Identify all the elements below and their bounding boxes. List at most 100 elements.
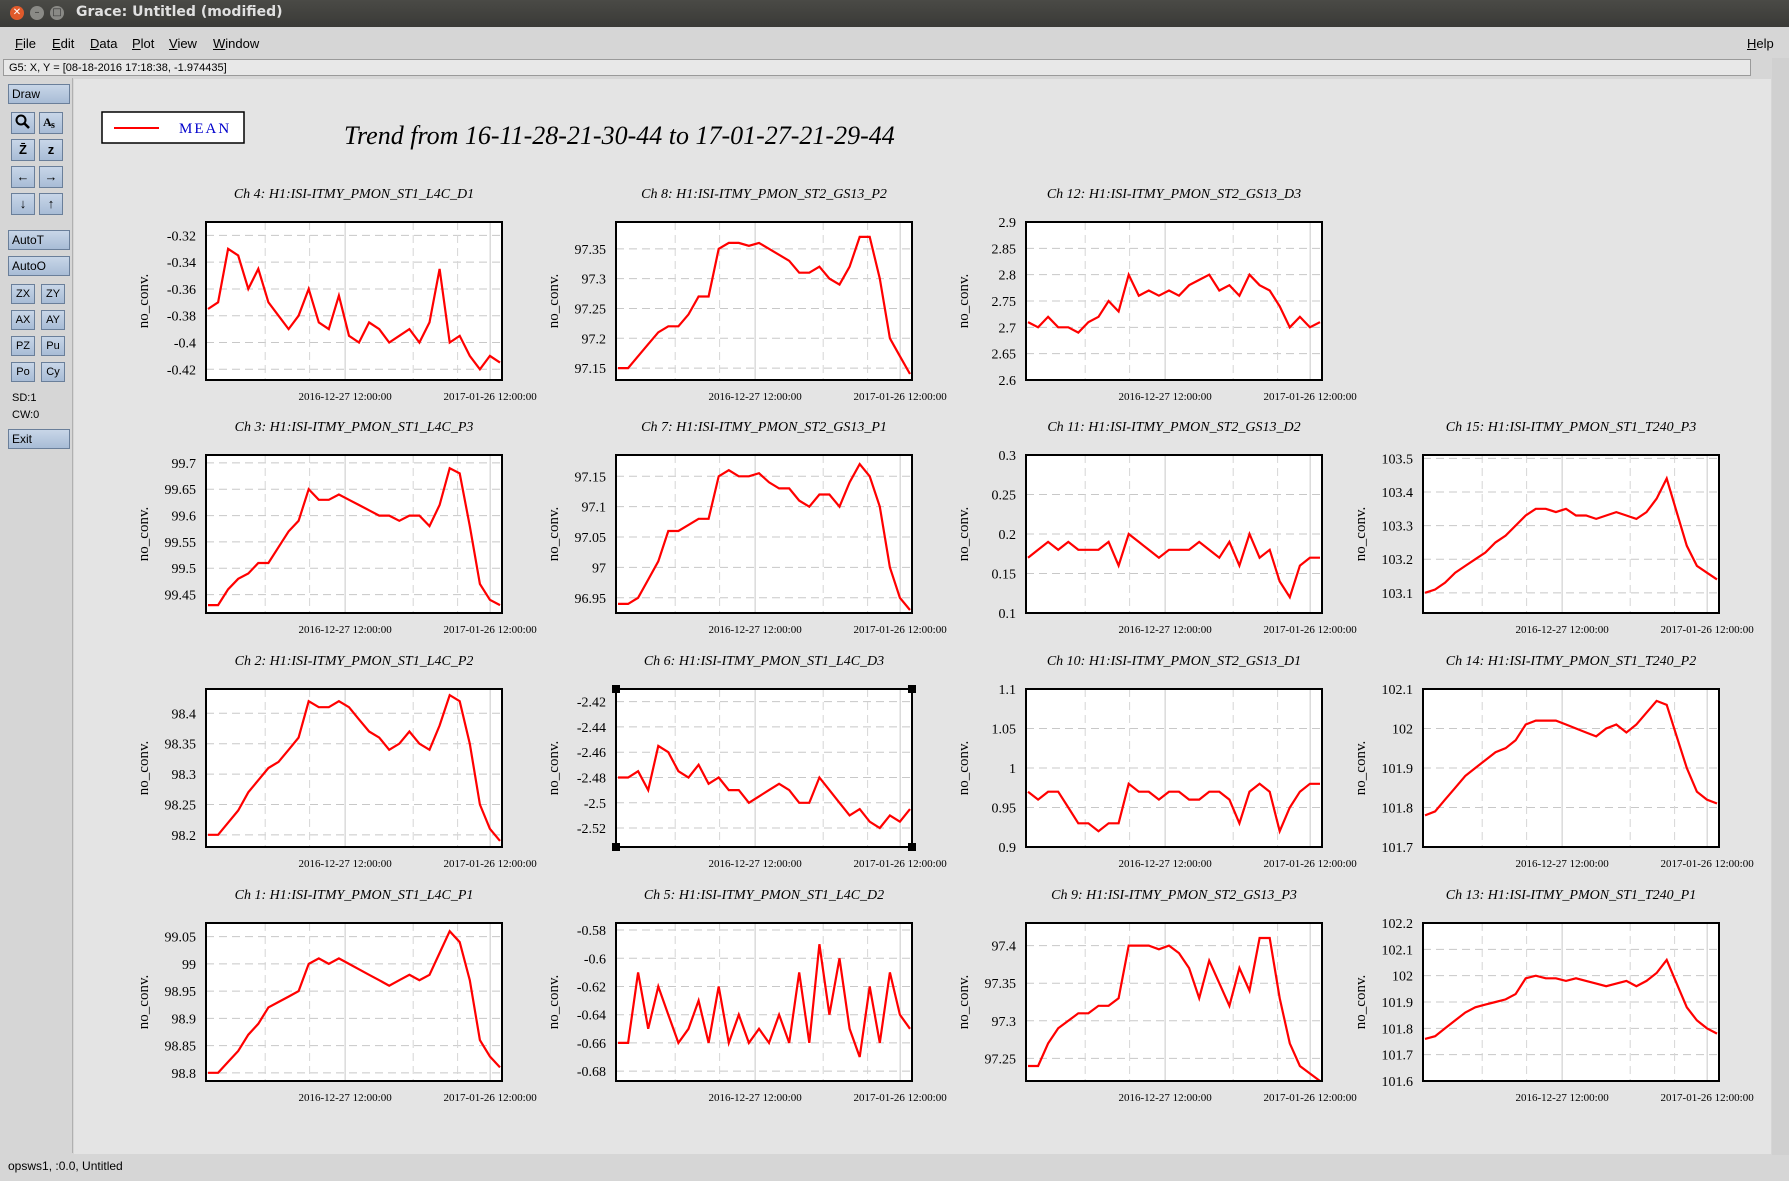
zoom-icon[interactable]	[11, 112, 35, 134]
y-tick-label: 97.1	[582, 501, 607, 516]
autot-button[interactable]: AutoT	[8, 230, 70, 250]
x-tick-label: 2016-12-27 12:00:00	[1119, 391, 1213, 403]
graph-panel[interactable]: 1.1 1.05 1 0.95 0.9 Ch 10: H1:ISI-ITMY_PMON_S…	[956, 654, 1357, 870]
y-tick-label: 97.3	[582, 273, 607, 288]
graph-panel[interactable]: 2.9 2.85 2.8 2.75 2.7 2.65 2.6 Ch 12: H1:ISI-IT…	[956, 187, 1357, 403]
mean-series-line	[1424, 475, 1718, 594]
minimize-window-icon[interactable]: –	[30, 6, 44, 20]
menu-edit[interactable]: Edit	[52, 36, 75, 51]
menu-data[interactable]: Data	[90, 36, 118, 51]
graph-frame	[205, 688, 503, 848]
y-tick-label: -2.42	[577, 696, 606, 711]
zoom-xy-icon[interactable]: Z̄	[11, 139, 35, 161]
graph-title: Ch 6: H1:ISI-ITMY_PMON_ST1_L4C_D3	[644, 654, 884, 669]
exit-button[interactable]: Exit	[8, 429, 70, 449]
autoo-button[interactable]: AutoO	[8, 256, 70, 276]
legend-label: MEAN	[179, 121, 231, 137]
menu-window[interactable]: Window	[213, 36, 260, 51]
y-tick-label: 98.35	[165, 738, 197, 753]
graph-panel[interactable]: -0.32 -0.34 -0.36 -0.38 -0.4 -0.42 Ch 4: H1:IS…	[136, 187, 537, 403]
y-tick-label: -0.62	[577, 980, 606, 995]
y-tick-label: 101.9	[1382, 762, 1414, 777]
graph-panel[interactable]: 103.5 103.4 103.3 103.2 103.1 Ch 15: H1:ISI-I…	[1353, 420, 1754, 636]
y-tick-label: 101.7	[1382, 841, 1414, 856]
ax-button[interactable]: AX	[11, 310, 35, 330]
x-tick-label: 2016-12-27 12:00:00	[1516, 858, 1610, 870]
zx-button[interactable]: ZX	[11, 284, 35, 304]
selection-handle	[612, 685, 620, 693]
graph-panel[interactable]: -0.58 -0.6 -0.62 -0.64 -0.66 -0.68 Ch 5: H1:IS…	[546, 888, 947, 1104]
y-tick-label: 98.3	[172, 768, 197, 783]
mean-series-line	[1027, 781, 1320, 835]
graph-panel[interactable]: 99.05 99 98.95 98.9 98.85 98.8 Ch 1: H1:ISI-IT…	[136, 888, 537, 1104]
mean-series-line	[208, 693, 501, 842]
menu-help[interactable]: Help	[1747, 36, 1774, 51]
y-tick-label: 96.95	[575, 592, 607, 607]
graph-panel[interactable]: 97.35 97.3 97.25 97.2 97.15 Ch 8: H1:ISI-ITMY…	[546, 187, 947, 403]
graph-panel[interactable]: -2.42 -2.44 -2.46 -2.48 -2.5 -2.52 Ch 6: H1:IS…	[546, 654, 947, 870]
y-tick-label: 97.15	[575, 362, 607, 377]
y-axis-label: no_conv.	[1353, 975, 1369, 1029]
zy-button[interactable]: ZY	[41, 284, 65, 304]
y-tick-label: 103.2	[1382, 553, 1414, 568]
graph-panel[interactable]: 99.7 99.65 99.6 99.55 99.5 99.45 Ch 3: H1:ISI-…	[136, 420, 537, 636]
figure-title: Trend from 16-11-28-21-30-44 to 17-01-27…	[344, 121, 895, 150]
y-tick-label: 0.15	[992, 568, 1017, 583]
mean-series-line	[618, 462, 911, 611]
x-tick-label: 2017-01-26 12:00:00	[854, 624, 948, 636]
po-button[interactable]: Po	[11, 362, 35, 382]
menu-plot[interactable]: Plot	[132, 36, 155, 51]
cy-button[interactable]: Cy	[41, 362, 65, 382]
graph-frame-bg	[616, 455, 912, 613]
y-tick-label: 98.25	[165, 798, 197, 813]
y-tick-label: 102	[1392, 723, 1413, 738]
graph-frame	[615, 688, 913, 848]
maximize-window-icon[interactable]: □	[50, 6, 64, 20]
plot-canvas[interactable]: MEAN Trend from 16-11-28-21-30-44 to 17-…	[74, 79, 1771, 1154]
arrow-right-icon[interactable]: →	[39, 166, 63, 188]
graph-area[interactable]: MEAN Trend from 16-11-28-21-30-44 to 17-…	[74, 79, 1771, 1154]
zoom-z-icon[interactable]: z	[39, 139, 63, 161]
graph-frame-bg	[616, 923, 912, 1081]
menu-file[interactable]: File	[15, 36, 36, 51]
graph-panel[interactable]: 102.2 102.1 102 101.9 101.8 101.7 101.6 Ch 13: …	[1353, 888, 1754, 1104]
arrow-up-icon[interactable]: ↑	[39, 193, 63, 215]
y-tick-label: 2.7	[999, 321, 1017, 336]
y-tick-label: 2.9	[999, 216, 1017, 231]
x-tick-label: 2016-12-27 12:00:00	[299, 391, 393, 403]
y-axis-label: no_conv.	[956, 741, 972, 795]
ay-button[interactable]: AY	[41, 310, 65, 330]
graph-panel[interactable]: 97.4 97.35 97.3 97.25 Ch 9: H1:ISI-ITMY_PMON…	[956, 888, 1357, 1104]
window-title: Grace: Untitled (modified)	[76, 4, 283, 20]
y-tick-label: 99.05	[165, 931, 197, 946]
x-tick-label: 2016-12-27 12:00:00	[709, 1092, 803, 1104]
x-tick-label: 2017-01-26 12:00:00	[1264, 1092, 1358, 1104]
graph-panel[interactable]: 0.3 0.25 0.2 0.15 0.1 Ch 11: H1:ISI-ITMY_PMON…	[956, 420, 1357, 636]
y-tick-label: 97.4	[992, 940, 1017, 955]
menu-view[interactable]: View	[169, 36, 197, 51]
graph-frame-bg	[616, 689, 912, 847]
x-tick-label: 2016-12-27 12:00:00	[1516, 1092, 1610, 1104]
graph-frame-bg	[206, 222, 502, 380]
title-bar: ✕ – □ Grace: Untitled (modified)	[0, 0, 1789, 27]
close-window-icon[interactable]: ✕	[10, 6, 24, 20]
coordinate-readout: G5: X, Y = [08-18-2016 17:18:38, -1.9744…	[3, 59, 1751, 76]
y-tick-label: 102.1	[1382, 943, 1414, 958]
graph-panel[interactable]: 102.1 102 101.9 101.8 101.7 Ch 14: H1:ISI-ITM…	[1353, 654, 1754, 870]
pz-button[interactable]: PZ	[11, 336, 35, 356]
y-axis-label: no_conv.	[956, 507, 972, 561]
y-tick-label: 98.2	[172, 829, 197, 844]
graph-panel[interactable]: 97.15 97.1 97.05 97 96.95 Ch 7: H1:ISI-ITMY_P…	[546, 420, 947, 636]
arrow-down-icon[interactable]: ↓	[11, 193, 35, 215]
pu-button[interactable]: Pu	[41, 336, 65, 356]
x-tick-label: 2017-01-26 12:00:00	[444, 858, 538, 870]
y-tick-label: 98.95	[165, 985, 197, 1000]
mean-series-line	[208, 466, 501, 607]
arrow-left-icon[interactable]: ←	[11, 166, 35, 188]
y-tick-label: 98.4	[172, 707, 197, 722]
x-tick-label: 2016-12-27 12:00:00	[1119, 624, 1213, 636]
graph-panel[interactable]: 98.4 98.35 98.3 98.25 98.2 Ch 2: H1:ISI-ITMY_…	[136, 654, 537, 870]
draw-button[interactable]: Draw	[8, 84, 70, 104]
y-tick-label: 98.9	[172, 1012, 197, 1027]
